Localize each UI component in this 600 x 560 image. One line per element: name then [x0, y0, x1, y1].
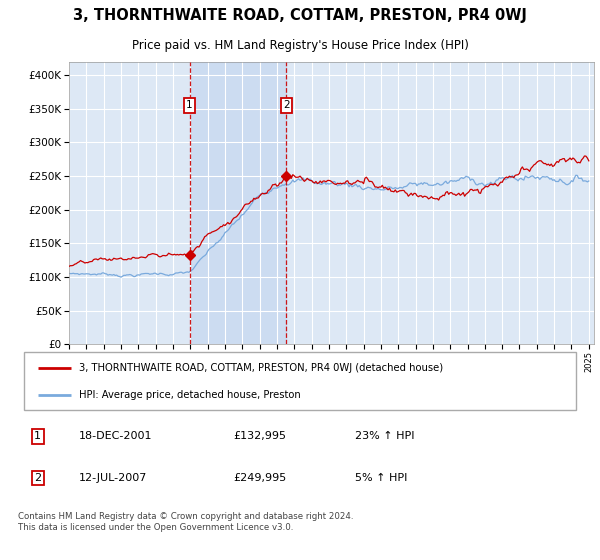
Text: 1: 1: [186, 100, 193, 110]
Text: 3, THORNTHWAITE ROAD, COTTAM, PRESTON, PR4 0WJ: 3, THORNTHWAITE ROAD, COTTAM, PRESTON, P…: [73, 8, 527, 24]
Text: 3, THORNTHWAITE ROAD, COTTAM, PRESTON, PR4 0WJ (detached house): 3, THORNTHWAITE ROAD, COTTAM, PRESTON, P…: [79, 363, 443, 374]
Text: 1: 1: [34, 431, 41, 441]
FancyBboxPatch shape: [24, 352, 576, 410]
Text: 12-JUL-2007: 12-JUL-2007: [79, 473, 148, 483]
Text: Price paid vs. HM Land Registry's House Price Index (HPI): Price paid vs. HM Land Registry's House …: [131, 39, 469, 52]
Text: £249,995: £249,995: [234, 473, 287, 483]
Text: Contains HM Land Registry data © Crown copyright and database right 2024.
This d: Contains HM Land Registry data © Crown c…: [18, 512, 353, 531]
Text: 5% ↑ HPI: 5% ↑ HPI: [355, 473, 407, 483]
Text: 23% ↑ HPI: 23% ↑ HPI: [355, 431, 415, 441]
Text: HPI: Average price, detached house, Preston: HPI: Average price, detached house, Pres…: [79, 390, 301, 400]
Text: 2: 2: [283, 100, 290, 110]
Text: £132,995: £132,995: [234, 431, 287, 441]
Text: 2: 2: [34, 473, 41, 483]
Bar: [190, 62, 286, 344]
Text: 18-DEC-2001: 18-DEC-2001: [79, 431, 152, 441]
